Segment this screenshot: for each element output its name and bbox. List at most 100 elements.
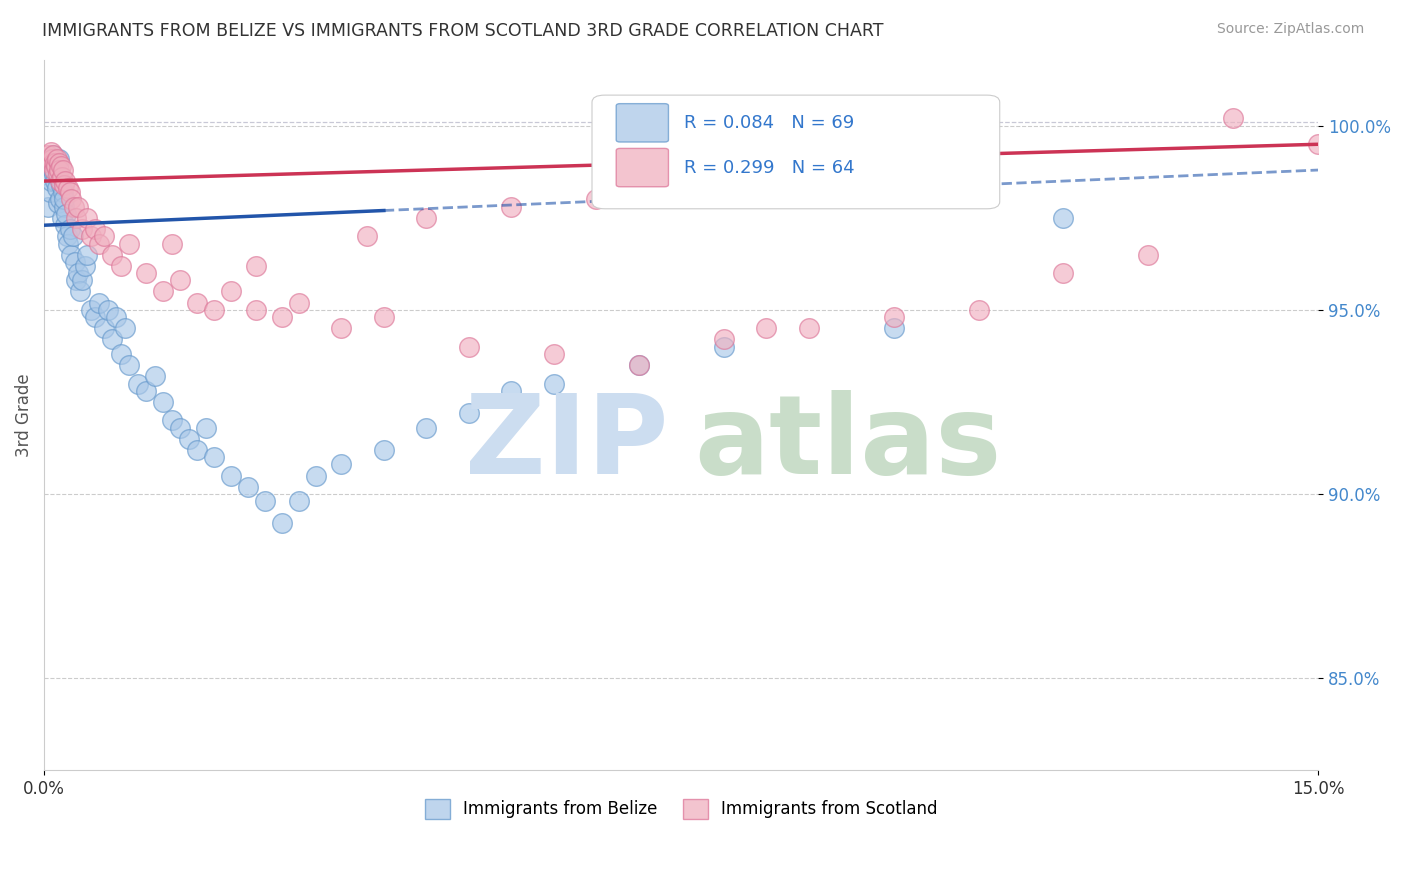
Point [52,200,75,214]
Point [114,321,136,335]
Point [89,236,111,251]
Point [110,259,132,273]
Point [63,200,86,214]
Point [49,193,72,207]
Point [39,145,62,159]
Point [44,155,66,169]
Point [288,494,311,508]
Point [669,185,692,199]
Point [152,395,174,409]
Point [56,229,79,244]
Point [288,295,311,310]
Point [160,413,183,427]
Point [1052,211,1074,225]
Point [627,358,650,372]
Point [93,321,115,335]
Point [44,163,66,178]
Point [49,174,72,188]
Point [52,178,75,192]
Point [186,442,208,457]
Legend: Immigrants from Belize, Immigrants from Scotland: Immigrants from Belize, Immigrants from … [418,792,945,826]
FancyBboxPatch shape [616,103,668,142]
Point [52,185,75,199]
Point [41,155,63,169]
Text: Source: ZipAtlas.com: Source: ZipAtlas.com [1216,22,1364,37]
Point [84,222,107,236]
Point [48,155,70,169]
Point [39,155,62,169]
Point [160,236,183,251]
Point [219,468,242,483]
Point [271,310,294,325]
Text: R = 0.084   N = 69: R = 0.084 N = 69 [683,114,853,132]
Point [543,376,565,391]
Point [883,310,905,325]
Point [49,178,72,192]
Point [42,148,65,162]
Point [967,302,990,317]
Point [67,266,90,280]
Point [48,170,70,185]
Point [51,170,73,185]
Point [194,420,217,434]
Point [72,222,94,236]
Point [60,248,83,262]
Point [62,229,84,244]
Point [356,229,378,244]
Point [202,302,225,317]
Point [713,332,735,346]
Text: ZIP: ZIP [465,390,668,497]
Point [271,516,294,531]
Point [65,211,87,225]
Point [883,321,905,335]
Point [44,167,66,181]
Point [93,229,115,244]
Point [41,152,63,166]
Point [110,347,132,361]
Point [713,340,735,354]
Point [45,159,67,173]
Point [72,273,94,287]
Point [37,148,59,162]
Point [97,302,120,317]
Point [1308,137,1330,152]
Point [415,211,437,225]
Point [46,167,69,181]
Y-axis label: 3rd Grade: 3rd Grade [15,373,32,457]
Point [457,340,479,354]
Point [101,332,124,346]
Point [305,468,328,483]
Point [80,229,103,244]
Point [69,285,91,299]
Point [457,406,479,420]
Point [245,302,267,317]
Point [755,321,778,335]
Point [41,155,63,169]
Point [45,152,67,166]
Point [415,420,437,434]
Point [105,310,128,325]
Point [76,211,98,225]
Text: IMMIGRANTS FROM BELIZE VS IMMIGRANTS FROM SCOTLAND 3RD GRADE CORRELATION CHART: IMMIGRANTS FROM BELIZE VS IMMIGRANTS FRO… [42,22,884,40]
Point [48,152,70,166]
Point [169,273,191,287]
Point [44,174,66,188]
Point [186,295,208,310]
Point [65,273,87,287]
Point [501,200,523,214]
Point [53,174,76,188]
Point [118,358,141,372]
Point [253,494,276,508]
Point [627,358,650,372]
Point [177,432,200,446]
Point [797,321,820,335]
Point [152,285,174,299]
Point [41,163,63,178]
Point [219,285,242,299]
Point [58,222,80,236]
Point [46,196,69,211]
Point [1052,266,1074,280]
Point [56,236,79,251]
Point [60,193,83,207]
Point [56,181,79,195]
